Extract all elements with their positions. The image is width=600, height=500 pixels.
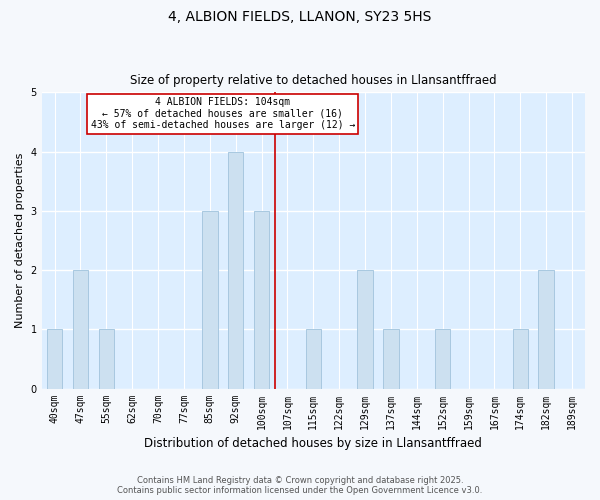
Text: 4 ALBION FIELDS: 104sqm
← 57% of detached houses are smaller (16)
43% of semi-de: 4 ALBION FIELDS: 104sqm ← 57% of detache… xyxy=(91,97,355,130)
Title: Size of property relative to detached houses in Llansantffraed: Size of property relative to detached ho… xyxy=(130,74,497,87)
Bar xyxy=(305,330,321,388)
Bar xyxy=(512,330,528,388)
Bar xyxy=(383,330,399,388)
Text: Contains HM Land Registry data © Crown copyright and database right 2025.
Contai: Contains HM Land Registry data © Crown c… xyxy=(118,476,482,495)
Bar xyxy=(435,330,451,388)
Bar xyxy=(538,270,554,388)
Bar xyxy=(254,211,269,388)
Bar xyxy=(73,270,88,388)
Bar xyxy=(98,330,114,388)
Bar xyxy=(358,270,373,388)
Y-axis label: Number of detached properties: Number of detached properties xyxy=(15,153,25,328)
Bar xyxy=(202,211,218,388)
X-axis label: Distribution of detached houses by size in Llansantffraed: Distribution of detached houses by size … xyxy=(145,437,482,450)
Bar xyxy=(47,330,62,388)
Text: 4, ALBION FIELDS, LLANON, SY23 5HS: 4, ALBION FIELDS, LLANON, SY23 5HS xyxy=(169,10,431,24)
Bar xyxy=(228,152,244,388)
